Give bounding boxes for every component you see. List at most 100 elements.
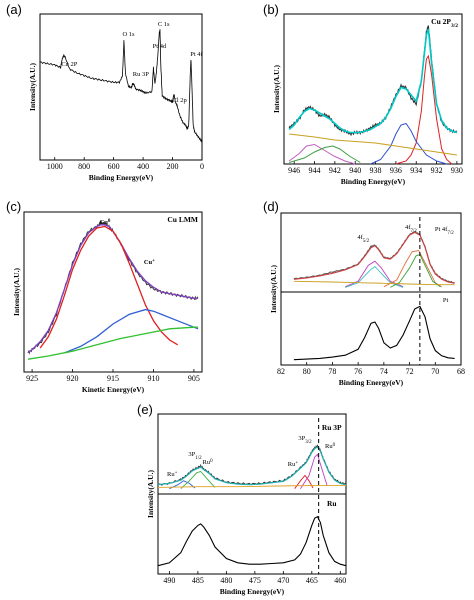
series-d-component [293,280,455,286]
annotation-pt4f72-sub: 7/2 [447,231,454,236]
annotation-cu0-sup: 0 [108,219,111,224]
annotation-ru-plus-left-sup: + [175,471,178,476]
panel-label-c: (c) [6,199,22,214]
annotation-4f52-sub: 5/2 [363,239,370,244]
x-tick-label-b: 938 [370,166,382,175]
annotation-pt4f72: Pt 4f7/2 [435,226,454,236]
x-axis-title-c: Kinetic Energy(eV) [82,385,145,394]
x-tick-label-d: 82 [277,367,285,376]
plot-frame-a [39,13,203,161]
x-tick-label-e: 480 [220,576,232,585]
annotation-ru0-right: Ru0 [325,443,336,451]
x-tick-label-b: 942 [329,166,341,175]
annotation-ru0-right-sup: 0 [333,443,336,448]
x-tick-label-d: 80 [303,367,311,376]
series-d-component [383,249,442,288]
chart-title-b-subscript: 3/2 [451,23,458,29]
x-tick-label-b: 946 [288,166,300,175]
annotation-3p32-sub: 3/2 [305,440,312,445]
series-d-fit-top [293,231,455,284]
annotation-4f72-sub: 7/2 [410,229,417,234]
annotation-4f72: 4f7/2 [405,224,417,234]
annotation-c1s: C 1s [158,21,170,28]
annotation-4f52: 4f5/2 [357,234,369,244]
x-tick-label-c: 905 [188,374,200,383]
y-axis-title-c: Intensity(A.U.) [12,268,21,316]
series-b-peak-main [395,54,453,165]
series-d-component [390,253,441,288]
annotation-ru-plus-right-sup: + [295,461,298,466]
series-b-peak-shoulder [370,122,447,165]
plot-frame-c [23,211,203,373]
panel-label-d: (d) [263,199,279,214]
annotation-3p12-sub: 1/2 [195,456,202,461]
series-e-component [300,453,328,489]
series-e-raw-bottom [157,515,347,567]
x-tick-label-a: 800 [78,162,90,171]
x-tick-label-b: 940 [349,166,361,175]
x-tick-label-b: 944 [309,166,321,175]
x-tick-label-c: 925 [26,374,38,383]
x-axis-title-d: Binding Energy(eV) [339,378,404,387]
series-d-component [345,266,404,288]
x-tick-label-d: 68 [457,367,465,376]
annotation-ru0-left: Ru0 [203,459,214,467]
x-tick-label-a: 1000 [47,162,63,171]
annotation-cl2p: Cl 2p [173,97,187,104]
plot-frame-b [283,13,463,165]
annotation-ru3p-title: Ru 3P [322,423,342,432]
annotation-pt4d: Pt 4d [153,43,167,50]
series-e-fit-top [157,446,347,486]
x-tick-label-d: 78 [328,367,336,376]
annotation-cu0: Cu0 [100,219,111,227]
series-e-raw-top [157,444,347,486]
x-tick-label-b: 934 [410,166,422,175]
series-e-component [180,470,216,490]
series-b-satellite-1 [288,143,356,165]
annotation-cu2p: Cu 2P [61,61,77,68]
panel-label-e: (e) [137,402,153,417]
y-axis-title-e: Intensity(A.U.) [146,470,155,518]
x-tick-label-c: 915 [107,374,119,383]
x-tick-label-e: 465 [306,576,318,585]
y-axis-title-a: Intensity(A.U.) [28,63,37,111]
series-e-component [157,484,346,488]
annotation-ru0-left-sup: 0 [210,459,213,464]
x-axis-title-e: Binding Energy(eV) [220,587,285,596]
chart-title-b: Cu 2P3/2 [431,17,458,29]
y-axis-title-d: Intensity(A.U.) [269,265,278,313]
x-tick-label-e: 460 [334,576,346,585]
x-axis-title-b: Binding Energy(eV) [341,177,406,186]
y-axis-title-b: Intensity(A.U.) [272,65,281,113]
x-tick-label-a: 600 [108,162,120,171]
x-tick-label-d: 74 [380,367,388,376]
annotation-ru3p: Ru 3P [133,71,149,78]
series-e-component [294,474,314,489]
annotation-o1s: O 1s [122,31,135,38]
series-e-component [169,480,196,490]
annotation-ru: Ru [327,499,337,508]
series-c-background [27,326,198,360]
series-d-component [345,260,404,288]
annotation-ru-plus-left: Ru+ [167,471,178,479]
plot-frame-d [280,212,462,366]
x-tick-label-e: 485 [192,576,204,585]
x-tick-label-c: 910 [147,374,159,383]
series-d-raw-bottom [293,305,455,361]
annotation-ru-plus-right: Ru+ [288,461,299,469]
x-tick-label-d: 72 [406,367,414,376]
panel-label-a: (a) [6,2,22,17]
x-tick-label-d: 70 [431,367,439,376]
x-tick-label-c: 920 [67,374,79,383]
x-tick-label-a: 400 [137,162,149,171]
x-tick-label-a: 0 [200,162,204,171]
annotation-3p32: 3P3/2 [298,435,312,445]
series-b-fit [288,28,458,134]
x-tick-label-b: 932 [431,166,443,175]
series-c-fit [27,224,198,354]
annotation-3p12: 3P1/2 [188,451,202,461]
series-b-satellite-2 [288,145,361,163]
x-tick-label-d: 76 [354,367,362,376]
annotation-pt: Pt [443,297,449,304]
